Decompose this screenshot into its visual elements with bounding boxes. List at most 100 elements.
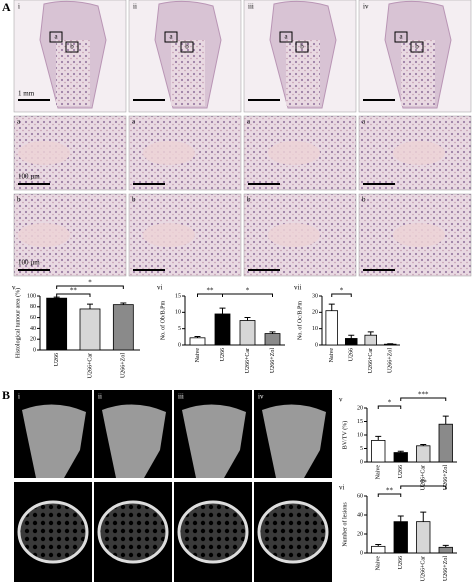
error-bar: [53, 296, 60, 299]
label: 20: [357, 405, 363, 411]
label: U266: [349, 348, 355, 361]
label: vii: [294, 284, 301, 292]
bone-trabecula: [393, 141, 445, 165]
label: 0: [33, 347, 36, 353]
bar: [325, 310, 338, 346]
bar: [46, 297, 68, 351]
label: 20: [312, 310, 318, 316]
significance-bracket: [56, 293, 91, 297]
label: a: [362, 118, 366, 126]
label: **: [70, 287, 78, 295]
bar: [371, 545, 386, 554]
bone-trabecula: [268, 223, 320, 247]
label: 15: [357, 419, 363, 425]
label: a: [54, 33, 58, 41]
marrow: [171, 40, 205, 106]
label: i: [18, 3, 20, 11]
significance-bracket: [400, 485, 447, 489]
label: a: [399, 33, 403, 41]
label: b: [185, 43, 189, 51]
label: 100 µm: [18, 173, 40, 181]
label: U266+Zol: [443, 465, 449, 490]
label: Naive: [329, 348, 335, 363]
error-bar: [269, 331, 276, 334]
label: b: [362, 196, 366, 204]
bone-slice: [17, 500, 89, 564]
label: a: [284, 33, 288, 41]
label: a: [132, 118, 136, 126]
bar: [371, 439, 386, 463]
bar: [393, 521, 408, 554]
error-bar: [120, 302, 127, 305]
error-bar: [397, 450, 404, 453]
bar: [189, 337, 206, 346]
label: U266+Car: [368, 348, 374, 373]
label: 100 µm: [18, 259, 40, 267]
label: b: [17, 196, 21, 204]
bone-3d: [182, 404, 246, 478]
label: 10: [175, 310, 181, 316]
region-box: [65, 41, 79, 53]
label: *: [388, 399, 392, 407]
label: 5: [360, 446, 363, 452]
label: U266+Car: [87, 353, 93, 378]
label: Naive: [376, 465, 382, 480]
label: b: [415, 43, 419, 51]
label: 5: [178, 326, 181, 332]
label: U266+Zol: [121, 353, 127, 378]
bar: [383, 343, 397, 346]
bar: [364, 334, 377, 346]
label: 80: [30, 304, 36, 310]
label: *: [246, 287, 250, 295]
label: a: [169, 33, 173, 41]
label: 40: [30, 326, 36, 332]
label: a: [17, 118, 21, 126]
label: U266+Car: [245, 348, 251, 373]
label: U266+Car: [421, 465, 427, 490]
label: U266: [220, 348, 226, 361]
region-box: [410, 41, 424, 53]
bar: [239, 320, 256, 346]
error-bar: [442, 415, 449, 425]
label: U266: [54, 353, 60, 366]
label: ii: [133, 3, 137, 11]
region-box: [394, 31, 408, 43]
marrow: [401, 40, 435, 106]
error-bar: [194, 336, 201, 338]
label: 20: [357, 531, 363, 537]
significance-bracket: [56, 285, 124, 289]
label: *: [340, 287, 344, 295]
label: 30: [312, 293, 318, 299]
label: iv: [258, 393, 264, 401]
label: b: [70, 43, 74, 51]
error-bar: [367, 331, 374, 336]
label: Naive: [376, 556, 382, 571]
bone-trabecula: [268, 141, 320, 165]
bone-trabecula: [393, 223, 445, 247]
bone-slice: [97, 500, 169, 564]
region-box: [295, 41, 309, 53]
region-box: [164, 31, 178, 43]
error-bar: [420, 443, 427, 446]
label: BV/TV (%): [341, 421, 348, 449]
label: 20: [30, 337, 36, 343]
label: 60: [357, 493, 363, 499]
label: a: [247, 118, 251, 126]
label: v: [339, 396, 343, 404]
label: **: [207, 287, 215, 295]
bone-3d: [102, 404, 166, 478]
bone-trabecula: [143, 223, 195, 247]
bone-trabecula: [18, 223, 70, 247]
bone-slice: [257, 500, 329, 564]
bone-3d: [22, 404, 86, 478]
label: U266+Car: [421, 556, 427, 581]
label: *: [88, 279, 92, 287]
label: b: [132, 196, 136, 204]
bar: [344, 338, 358, 346]
error-bar: [397, 515, 404, 522]
label: 100: [27, 293, 36, 299]
error-bar: [375, 435, 382, 441]
bone-trabecula: [18, 141, 70, 165]
label: 0: [178, 342, 181, 348]
